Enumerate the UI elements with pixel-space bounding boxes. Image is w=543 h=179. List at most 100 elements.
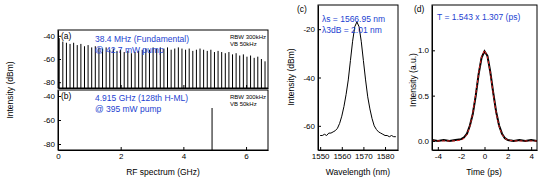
spectral-line [265, 61, 266, 88]
tick-label: -40 [43, 32, 55, 41]
tick-label: -4 [435, 152, 443, 161]
tick: 1550 [312, 147, 330, 161]
tick-label: 1570 [355, 152, 373, 161]
spectral-line [196, 50, 197, 88]
tick: 4 [529, 147, 534, 161]
tick: -80 [43, 78, 61, 87]
spectral-line [207, 51, 208, 88]
annotation: VB 50kHz [230, 101, 257, 107]
tick-mark [385, 147, 386, 150]
spectral-line [214, 52, 215, 88]
spectral-line [257, 57, 258, 88]
y-axis-title: Intensity (dBm) [5, 61, 15, 118]
tick: 1580 [377, 147, 395, 161]
tick: 2 [119, 147, 124, 161]
tick-mark [58, 82, 61, 83]
tick: 1560 [333, 147, 351, 161]
axis: -80 -60 -40 [43, 91, 61, 151]
tick-label: -80 [43, 140, 55, 149]
tick-label: -40 [43, 92, 55, 101]
spectral-line [174, 49, 175, 88]
tick: -80 [43, 140, 61, 149]
tick-label: -60 [303, 122, 315, 131]
spectral-line [212, 108, 213, 150]
axis: -80 -60 -40 [43, 31, 61, 89]
tick-mark [461, 147, 462, 150]
tick-label: 1560 [333, 152, 351, 161]
tick-mark [508, 147, 509, 150]
tick: 0.0 [418, 137, 435, 146]
tick-label: 2 [506, 152, 511, 161]
spectral-line [116, 51, 117, 88]
spectral-line [149, 50, 150, 88]
annotation: λs = 1566.95 nm [322, 14, 385, 24]
panel-label: (d) [414, 4, 425, 14]
tick: 1570 [355, 147, 373, 161]
spectral-line [109, 50, 110, 88]
tick-mark [485, 147, 486, 150]
tick: 2 [506, 147, 511, 161]
spectral-line [243, 54, 244, 88]
x-axis-title: RF spectrum (GHz) [126, 167, 200, 177]
figure: -80-60-40(a)38.4 MHz (Fundamental)@ 42.7… [0, 0, 543, 179]
spectral-line [127, 51, 128, 88]
spectral-line [88, 45, 89, 88]
tick: 6 [244, 147, 249, 161]
tick-label: 1550 [312, 152, 330, 161]
spectral-line [142, 50, 143, 88]
spectral-line [120, 50, 121, 88]
spectral-line [77, 45, 78, 88]
tick: -20 [303, 25, 321, 34]
tick [121, 85, 122, 88]
spectral-line [246, 57, 247, 88]
tick-mark [432, 96, 435, 97]
tick-mark [320, 147, 321, 150]
annotation: RBW 300kHz [230, 94, 266, 100]
spectral-line [124, 52, 125, 88]
panel: 1550156015701580-60-40-20(c)λs = 1566.95… [286, 4, 399, 177]
spectral-line [210, 50, 211, 88]
spectral-line [185, 50, 186, 88]
tick [246, 85, 247, 88]
spectral-line [70, 44, 71, 88]
plot-frame [318, 5, 398, 150]
plot-area [320, 22, 396, 137]
data-line [320, 22, 396, 137]
x-axis-title: Wavelength (nm) [326, 167, 391, 177]
tick-label: 2 [119, 152, 124, 161]
spectral-line [232, 54, 233, 88]
annotation: @ 395 mW pump [95, 104, 162, 114]
plot-area [432, 50, 537, 141]
data-line [432, 50, 537, 141]
tick-mark [121, 85, 122, 88]
tick-mark [121, 147, 122, 150]
axis-line [59, 88, 269, 89]
axis: -4-2024 [433, 147, 538, 161]
spectral-line [200, 49, 201, 88]
spectral-line [181, 49, 182, 88]
tick-label: -60 [43, 55, 55, 64]
spectral-line [178, 47, 179, 88]
tick-label: 1.0 [418, 46, 430, 55]
tick-label: -20 [303, 25, 315, 34]
tick-mark [438, 147, 439, 150]
annotation: λ3dB = 2.01 nm [322, 25, 382, 35]
spectral-line [80, 44, 81, 88]
spectral-line [254, 58, 255, 88]
spectral-line [171, 50, 172, 88]
tick-mark [183, 147, 184, 150]
tick-label: 0.5 [418, 92, 430, 101]
x-axis-title: Time (ps) [466, 167, 502, 177]
plot-frame [432, 5, 537, 150]
spectral-line [62, 42, 63, 88]
panel-label: (c) [297, 4, 307, 14]
axis: 0.0 0.5 1.0 [418, 6, 435, 151]
tick: 0 [483, 147, 488, 161]
tick: -60 [43, 55, 61, 64]
panel: -80-60-40(a)38.4 MHz (Fundamental)@ 42.7… [43, 30, 268, 89]
tick-mark [318, 29, 321, 30]
tick-label: -60 [43, 116, 55, 125]
spectral-line [218, 51, 219, 88]
tick: -60 [43, 116, 61, 125]
tick-mark [58, 120, 61, 121]
